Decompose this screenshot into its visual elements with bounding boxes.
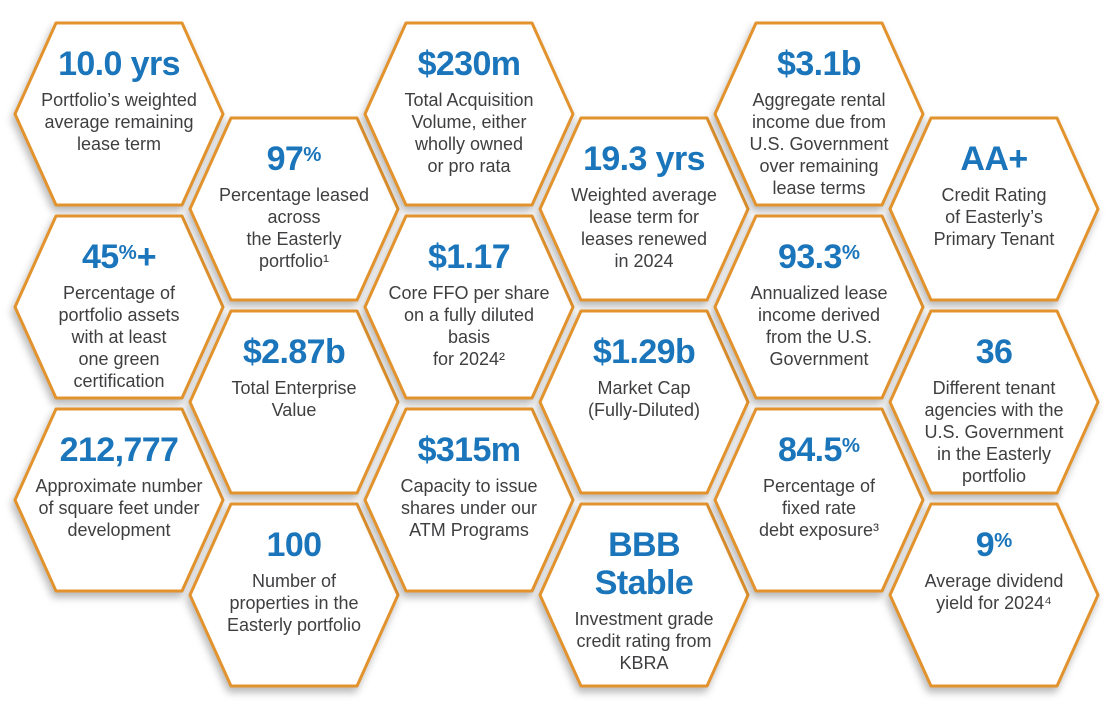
- stat-label: Core FFO per share on a fully diluted ba…: [388, 283, 550, 369]
- stat-value: 9%: [975, 526, 1013, 564]
- stat-value: 97%: [266, 140, 322, 178]
- hex-tenant-agencies: 36 Different tenant agencies with the U.…: [888, 309, 1100, 495]
- stat-value: $3.1b: [777, 45, 862, 83]
- hex-fixed-rate-debt: 84.5% Percentage of fixed rate debt expo…: [713, 407, 925, 593]
- stat-value: 212,777: [59, 431, 179, 469]
- hex-kbra-credit-rating: BBB Stable Investment grade credit ratin…: [538, 502, 750, 688]
- hexagon-shape: [13, 214, 225, 400]
- hexagon-shape: [713, 21, 925, 207]
- hex-lease-income-us-govt: 93.3% Annualized lease income derived fr…: [713, 214, 925, 400]
- hexagon-shape: [538, 502, 750, 688]
- hexagon-shape: [188, 309, 400, 495]
- stat-value: 36: [975, 333, 1013, 371]
- stat-value: 19.3 yrs: [583, 140, 705, 178]
- stat-value: 84.5%: [778, 431, 860, 469]
- stat-label: Number of properties in the Easterly por…: [226, 571, 362, 635]
- stat-value: $2.87b: [242, 333, 346, 371]
- hex-number-of-properties: 100 Number of properties in the Easterly…: [188, 502, 400, 688]
- stat-label: Investment grade credit rating from KBRA: [574, 609, 714, 674]
- hex-atm-capacity: $315m Capacity to issue shares under our…: [363, 407, 575, 593]
- stat-value: BBB Stable: [594, 526, 694, 603]
- stat-label: Weighted average lease term for leases r…: [571, 185, 717, 271]
- stat-label: Capacity to issue shares under our ATM P…: [400, 476, 538, 540]
- hex-market-cap: $1.29b Market Cap (Fully-Diluted): [538, 309, 750, 495]
- stat-label: Portfolio’s weighted average remaining l…: [41, 90, 197, 154]
- hexagon-shape: [888, 116, 1100, 302]
- hex-percentage-leased: 97% Percentage leased across the Easterl…: [188, 116, 400, 302]
- hexagon-shape: [188, 502, 400, 688]
- hex-total-acquisition-volume: $230m Total Acquisition Volume, either w…: [363, 21, 575, 207]
- hex-aggregate-rental-income: $3.1b Aggregate rental income due from U…: [713, 21, 925, 207]
- stat-label: Annualized lease income derived from the…: [750, 283, 888, 369]
- stat-label: Percentage of fixed rate debt exposure³: [758, 476, 880, 540]
- hexagon-shape: [713, 214, 925, 400]
- hexagon-shape: [13, 21, 225, 207]
- stat-label: Market Cap (Fully-Diluted): [587, 378, 701, 421]
- stat-label: Credit Rating of Easterly’s Primary Tena…: [933, 185, 1055, 249]
- hex-green-certification: 45%+ Percentage of portfolio assets with…: [13, 214, 225, 400]
- hexagon-shape: [888, 502, 1100, 688]
- hexagon-shape: [363, 214, 575, 400]
- stat-label: Total Acquisition Volume, either wholly …: [404, 90, 534, 176]
- hexagon-shape: [888, 309, 1100, 495]
- stat-label: Different tenant agencies with the U.S. …: [924, 378, 1064, 486]
- stat-value: 93.3%: [778, 238, 860, 276]
- stat-value: $230m: [417, 45, 521, 83]
- stat-value: AA+: [960, 140, 1028, 178]
- hex-total-enterprise-value: $2.87b Total Enterprise Value: [188, 309, 400, 495]
- stat-label: Percentage leased across the Easterly po…: [218, 185, 370, 271]
- stat-value: $1.29b: [592, 333, 696, 371]
- stat-label: Average dividend yield for 2024⁴: [924, 571, 1064, 614]
- hexagon-shape: [713, 407, 925, 593]
- stat-label: Approximate number of square feet under …: [35, 476, 203, 540]
- stat-label: Total Enterprise Value: [231, 378, 357, 421]
- hexagon-shape: [188, 116, 400, 302]
- stat-label: Percentage of portfolio assets with at l…: [58, 283, 180, 391]
- hexagon-shape: [363, 407, 575, 593]
- hexagon-shape: [538, 116, 750, 302]
- hex-renewed-lease-term: 19.3 yrs Weighted average lease term for…: [538, 116, 750, 302]
- stat-label: Aggregate rental income due from U.S. Go…: [749, 90, 889, 198]
- stat-value: 10.0 yrs: [58, 45, 180, 83]
- hexagon-shape: [363, 21, 575, 207]
- hex-sqft-under-development: 212,777 Approximate number of square fee…: [13, 407, 225, 593]
- hex-dividend-yield: 9% Average dividend yield for 2024⁴: [888, 502, 1100, 688]
- stat-value: 45%+: [81, 238, 157, 276]
- hexagon-shape: [538, 309, 750, 495]
- stat-value: $315m: [417, 431, 521, 469]
- stat-value: 100: [266, 526, 323, 564]
- hex-primary-tenant-credit-rating: AA+ Credit Rating of Easterly’s Primary …: [888, 116, 1100, 302]
- stat-value: $1.17: [427, 238, 511, 276]
- hex-core-ffo-per-share: $1.17 Core FFO per share on a fully dilu…: [363, 214, 575, 400]
- hexagon-shape: [13, 407, 225, 593]
- hex-weighted-avg-lease-term: 10.0 yrs Portfolio’s weighted average re…: [13, 21, 225, 207]
